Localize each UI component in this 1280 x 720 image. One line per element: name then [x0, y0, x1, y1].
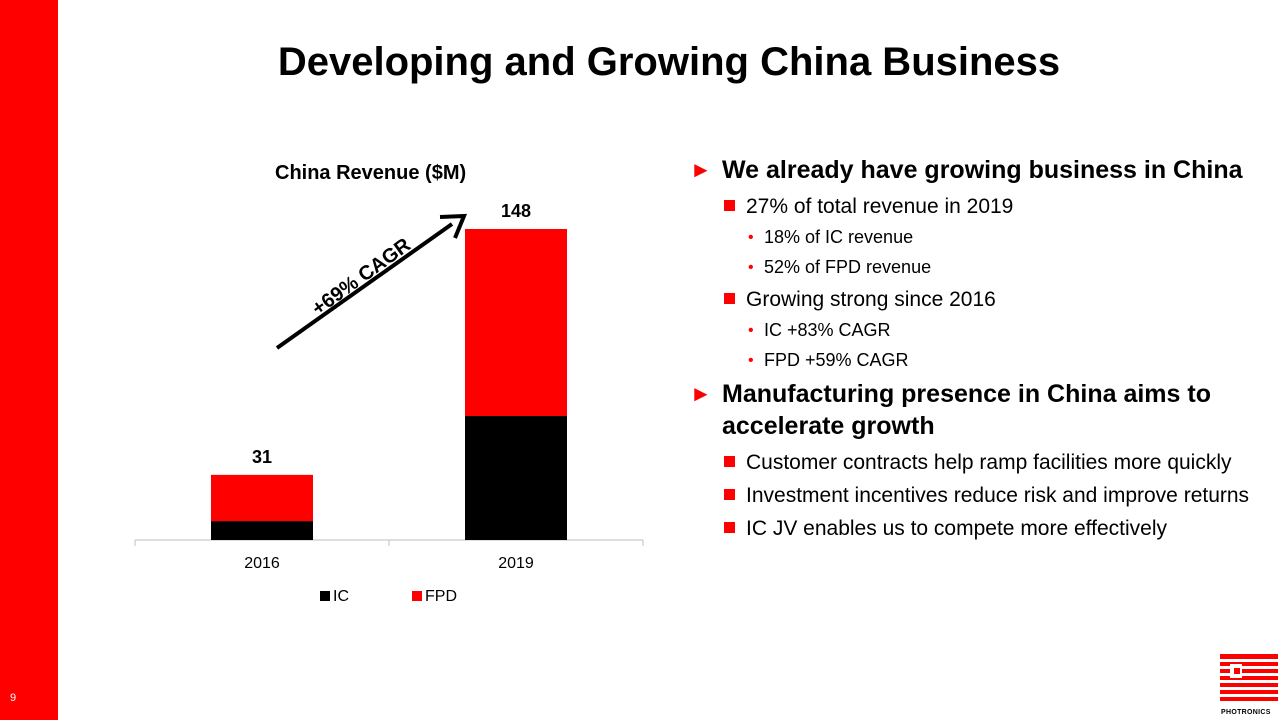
left-accent-bar — [0, 0, 58, 720]
square-bullet-icon — [724, 456, 735, 467]
legend-swatch — [320, 591, 330, 601]
cagr-arrow-line — [275, 222, 454, 350]
bullet-tertiary: • 18% of IC revenue — [690, 225, 1250, 250]
square-bullet-icon — [724, 293, 735, 304]
bar-total-label: 148 — [501, 201, 531, 221]
bar-ic-2016 — [211, 521, 313, 540]
bullet-secondary: Investment incentives reduce risk and im… — [690, 481, 1250, 510]
dot-bullet-icon: • — [748, 259, 754, 276]
dot-bullet-icon: • — [748, 229, 754, 246]
bar-total-label: 31 — [252, 447, 272, 467]
square-bullet-icon — [724, 522, 735, 533]
revenue-chart: 31 2016 148 2019 IC FPD +69% CAGR — [134, 201, 644, 605]
legend-label: FPD — [425, 588, 457, 605]
bullet-tertiary: • IC +83% CAGR — [690, 318, 1250, 343]
bullet-primary: ► We already have growing business in Chi… — [690, 154, 1250, 186]
logo-text: PHOTRONICS — [1221, 709, 1271, 716]
bar-fpd-2019 — [465, 229, 567, 417]
bullet-secondary-text: 27% of total revenue in 2019 — [746, 195, 1014, 218]
chart-title: China Revenue ($M) — [275, 162, 467, 184]
x-tick-label: 2016 — [244, 555, 280, 572]
dot-bullet-icon: • — [748, 322, 754, 339]
bar-fpd-2016 — [211, 474, 313, 522]
bullet-primary-text: Manufacturing presence in China aims to … — [722, 380, 1211, 440]
square-bullet-icon — [724, 200, 735, 211]
bullet-secondary-text: Investment incentives reduce risk and im… — [746, 484, 1250, 507]
bullet-secondary-text: Growing strong since 2016 — [746, 288, 996, 311]
dot-bullet-icon: • — [748, 352, 754, 369]
triangle-bullet-icon: ► — [690, 157, 712, 182]
cagr-annotation: +69% CAGR — [308, 234, 415, 320]
legend-swatch — [412, 591, 422, 601]
bullet-secondary: Growing strong since 2016 — [690, 285, 1250, 314]
bullet-secondary-text: IC JV enables us to compete more effecti… — [746, 517, 1167, 540]
bullet-primary-text: We already have growing business in Chin… — [722, 156, 1243, 184]
bar-ic-2019 — [465, 416, 567, 540]
bullet-tertiary-text: FPD +59% CAGR — [764, 350, 909, 370]
square-bullet-icon — [724, 489, 735, 500]
bullet-tertiary: • 52% of FPD revenue — [690, 255, 1250, 280]
bullet-list: ► We already have growing business in Chi… — [690, 154, 1250, 547]
x-tick-label: 2019 — [498, 555, 534, 572]
legend-label: IC — [333, 588, 349, 605]
bullet-secondary: 27% of total revenue in 2019 — [690, 192, 1250, 221]
bullet-secondary: Customer contracts help ramp facilities … — [690, 448, 1250, 477]
bullet-primary: ► Manufacturing presence in China aims to… — [690, 378, 1250, 442]
photronics-logo-icon — [1220, 654, 1278, 701]
page-number: 9 — [10, 692, 17, 704]
bullet-tertiary-text: 52% of FPD revenue — [764, 257, 932, 277]
triangle-bullet-icon: ► — [690, 381, 712, 406]
bullet-tertiary-text: 18% of IC revenue — [764, 227, 914, 247]
bullet-tertiary: • FPD +59% CAGR — [690, 348, 1250, 373]
bullet-secondary-text: Customer contracts help ramp facilities … — [746, 451, 1232, 474]
bullet-secondary: IC JV enables us to compete more effecti… — [690, 514, 1250, 543]
bullet-tertiary-text: IC +83% CAGR — [764, 320, 891, 340]
slide-title: Developing and Growing China Business — [277, 40, 1061, 84]
cagr-arrow-head — [439, 213, 468, 239]
